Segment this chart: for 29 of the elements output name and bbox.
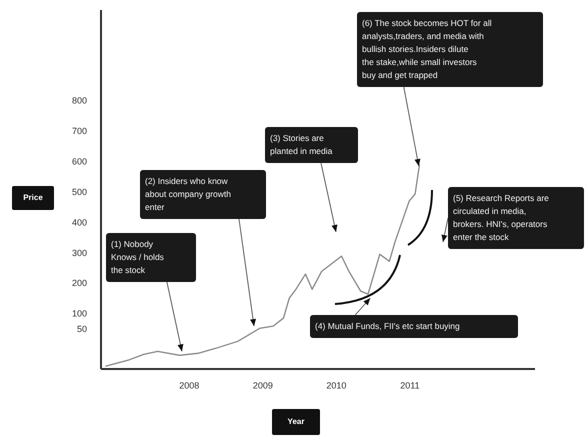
x-tick-label: 2010 xyxy=(326,380,346,390)
y-tick-label: 100 xyxy=(72,308,87,319)
annotation: (6) The stock becomes HOT for all analysts,traders, and media with bullish stories.Insiders dilute the stake,while small investors buy and get trapped xyxy=(362,18,492,80)
annotation: (1) Nobody Knows / holds the stock xyxy=(111,239,164,275)
annotation: (5) Research Reports are circulated in media, brokers. HNI's, operators enter the stock xyxy=(453,193,550,242)
y-tick-label: 700 xyxy=(72,126,87,136)
y-tick-label: 300 xyxy=(72,248,87,258)
callout-box: (2) Insiders who know about company growth enter xyxy=(140,170,266,219)
callout-box: (4) Mutual Funds, FII's etc start buying xyxy=(310,315,518,338)
y-tick-label: 50 xyxy=(76,324,87,334)
annotation: (3) Stories are planted in media xyxy=(270,133,333,156)
label-box: Year xyxy=(272,409,320,435)
label-box: Price xyxy=(12,186,54,210)
annotation: (2) Insiders who know about company growth enter xyxy=(145,176,232,212)
callout-box: (5) Research Reports are circulated in media, brokers. HNI's, operators enter the stock xyxy=(448,187,584,249)
y-tick-label: 600 xyxy=(72,156,87,166)
callout-box: (6) The stock becomes HOT for all analysts,traders, and media with bullish stories.Insiders dilute the stake,while small investors buy and get trapped xyxy=(357,12,543,87)
callout-box: (3) Stories are planted in media xyxy=(265,127,358,163)
callout-box: (1) Nobody Knows / holds the stock xyxy=(106,233,196,282)
annotation: (4) Mutual Funds, FII's etc start buying xyxy=(315,321,460,331)
x-tick-label: 2011 xyxy=(400,380,420,390)
y-tick-label: 800 xyxy=(72,96,87,106)
y-tick-label: 400 xyxy=(72,217,87,228)
y-tick-label: 500 xyxy=(72,186,87,197)
y-axis-title: Price xyxy=(23,193,44,202)
x-tick-label: 2009 xyxy=(252,380,273,390)
y-tick-label: 200 xyxy=(72,278,87,288)
x-axis-title: Year xyxy=(288,417,304,426)
x-tick-label: 2008 xyxy=(179,380,200,390)
